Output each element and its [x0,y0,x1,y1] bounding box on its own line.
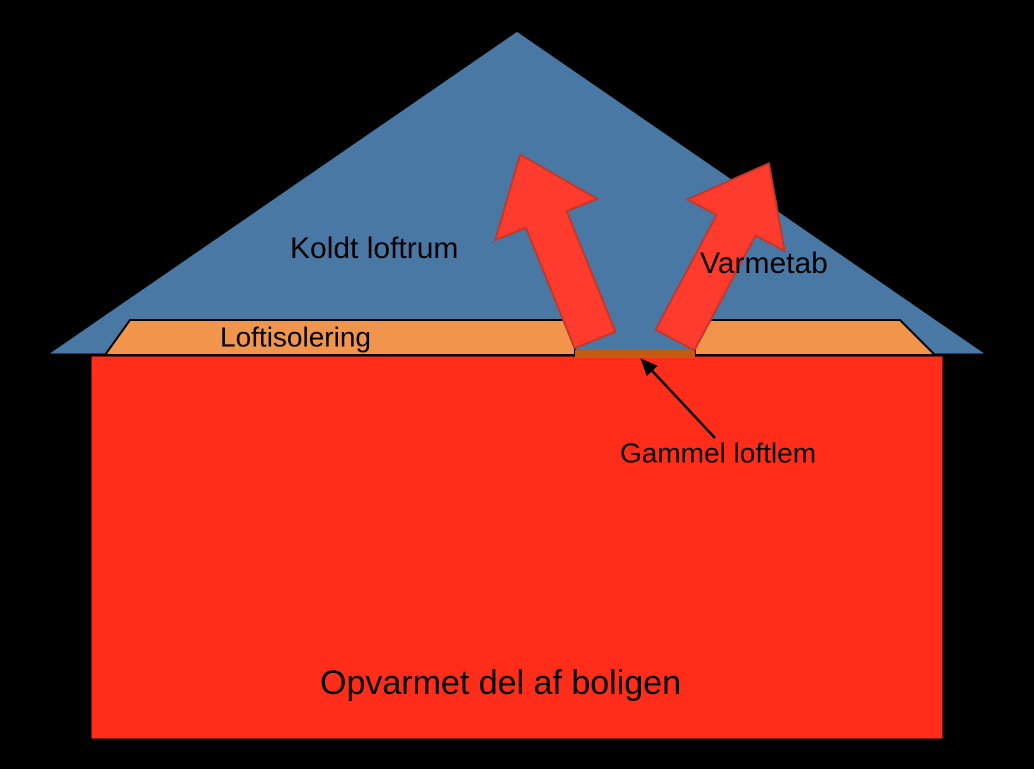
label-varmetab: Varmetab [700,247,828,280]
label-gammel-loftlem: Gammel loftlem [620,437,816,468]
label-loftisolering: Loftisolering [220,321,371,352]
label-opvarmet: Opvarmet del af boligen [320,664,681,702]
old-hatch [575,350,695,358]
house-heat-loss-diagram: Koldt loftrum Loftisolering Varmetab Gam… [0,0,1034,769]
insulation-right [695,320,935,355]
label-koldt-loftrum: Koldt loftrum [290,232,458,265]
